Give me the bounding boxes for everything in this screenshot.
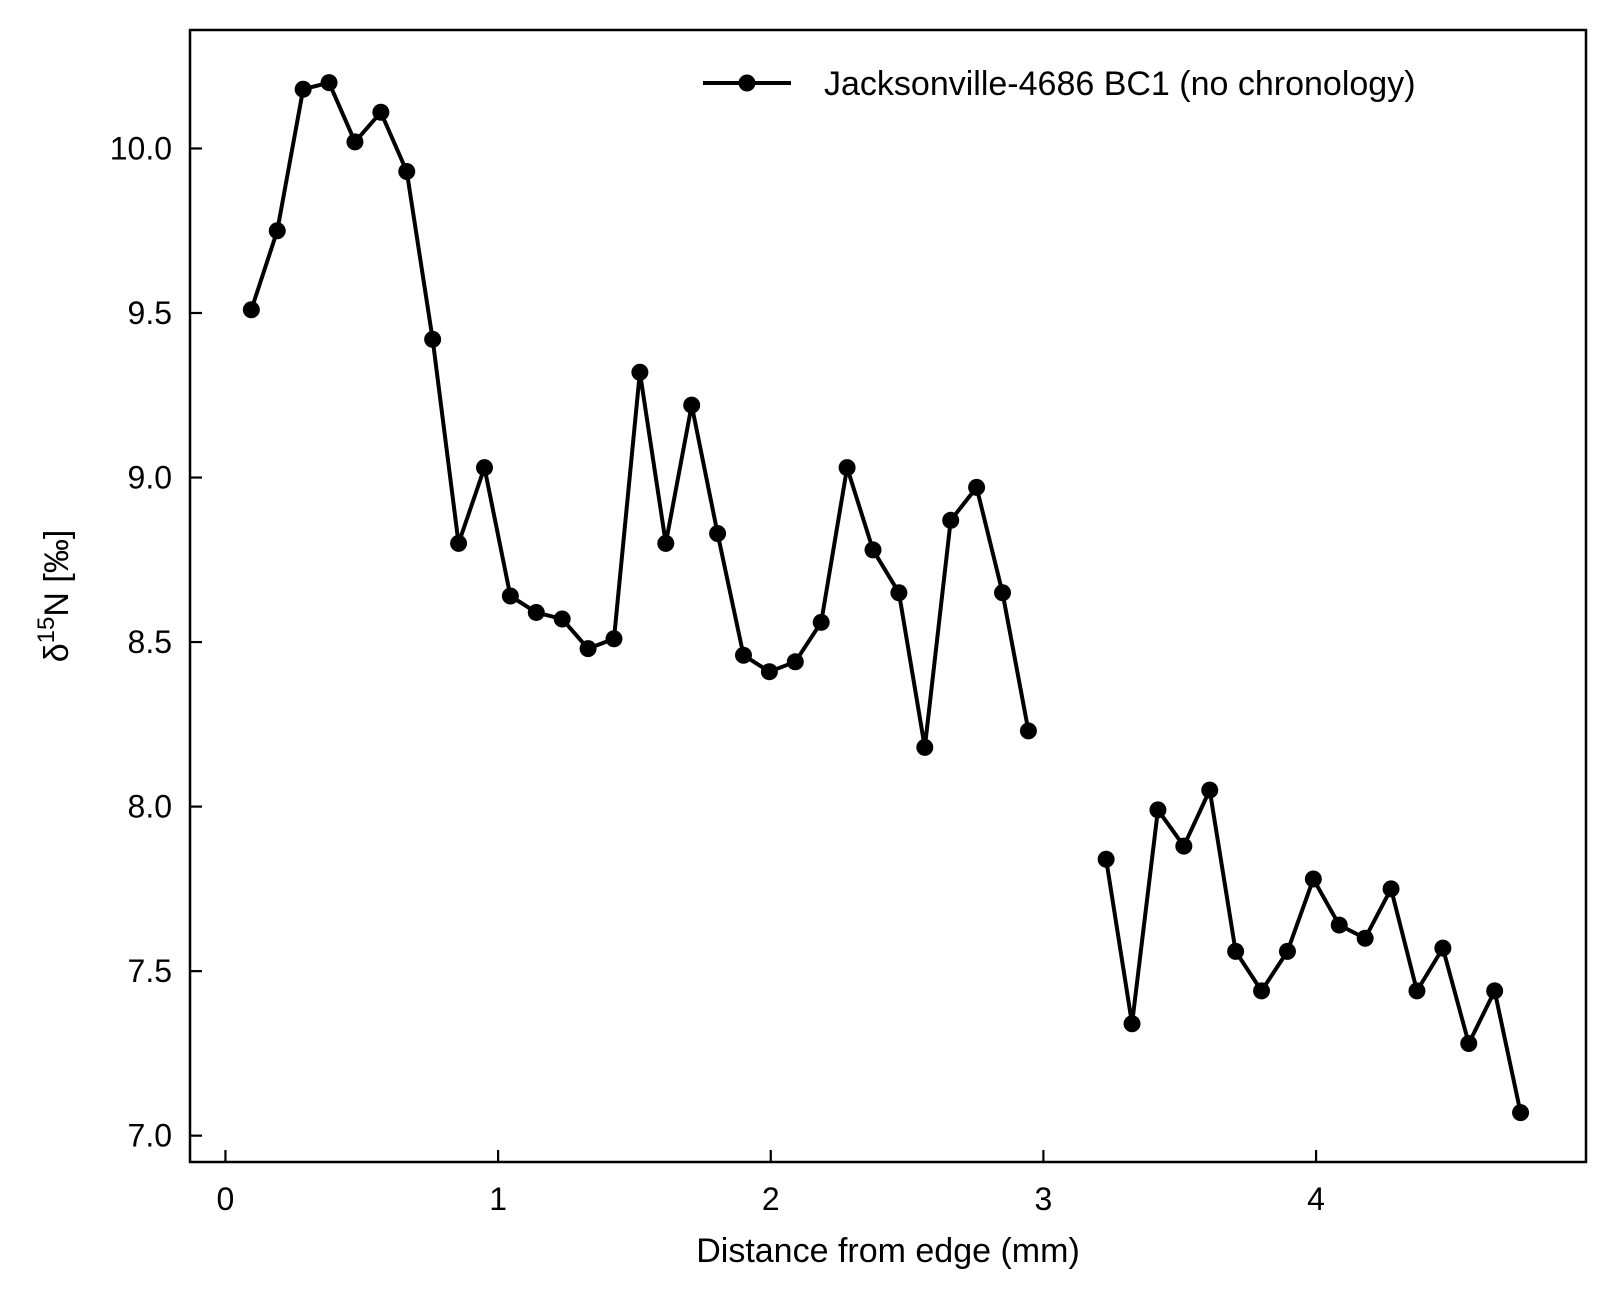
x-tick-label: 2 (762, 1181, 780, 1217)
data-point (579, 640, 597, 658)
data-point (1175, 837, 1193, 855)
data-point (657, 534, 675, 552)
data-point (812, 613, 830, 631)
data-point (786, 653, 804, 671)
data-point (683, 396, 701, 414)
data-point (760, 663, 778, 681)
data-point (1097, 850, 1115, 868)
data-point (475, 459, 493, 477)
data-point (1408, 982, 1426, 1000)
y-axis-title-superscript: 15 (33, 617, 60, 644)
data-point (1201, 781, 1219, 799)
legend: Jacksonville-4686 BC1 (no chronology) (703, 65, 1416, 103)
y-axis-title-prefix: δ (38, 643, 76, 662)
plot-area (242, 74, 1530, 1122)
x-axis-title: Distance from edge (mm) (696, 1232, 1080, 1270)
data-point (1356, 929, 1374, 947)
data-point (734, 646, 752, 664)
data-point (372, 103, 390, 121)
data-point (320, 74, 338, 92)
data-point (1304, 870, 1322, 888)
x-axis: 0 1 2 3 4 (217, 1150, 1325, 1217)
data-point (838, 459, 856, 477)
data-point (890, 584, 908, 602)
x-tick-label: 0 (217, 1181, 235, 1217)
y-tick-label: 7.0 (128, 1118, 172, 1154)
data-point (1227, 942, 1245, 960)
data-point (294, 80, 312, 98)
data-point (1382, 880, 1400, 898)
data-point (942, 511, 960, 529)
data-point (864, 541, 882, 559)
data-point (1278, 942, 1296, 960)
y-axis: 7.0 7.5 8.0 8.5 9.0 9.5 10.0 (110, 130, 202, 1154)
data-point (1019, 722, 1037, 740)
data-point (450, 534, 468, 552)
y-tick-label: 7.5 (128, 953, 172, 989)
data-point (994, 584, 1012, 602)
y-axis-title-suffix: N [‰] (38, 530, 76, 617)
y-tick-label: 9.0 (128, 460, 172, 496)
data-point (1253, 982, 1271, 1000)
data-point (527, 603, 545, 621)
data-point (242, 301, 260, 319)
legend-marker (738, 74, 756, 92)
data-point (346, 133, 364, 151)
data-point (916, 738, 934, 756)
y-axis-title: δ15N [‰] (33, 530, 76, 663)
data-point (1460, 1035, 1478, 1053)
data-point (631, 363, 649, 381)
data-point (1434, 939, 1452, 957)
data-point (1123, 1015, 1141, 1033)
data-point (424, 330, 442, 348)
data-point (1486, 982, 1504, 1000)
data-point (553, 610, 571, 628)
data-point (605, 630, 623, 648)
x-tick-label: 1 (489, 1181, 507, 1217)
y-tick-label: 10.0 (110, 130, 172, 166)
data-point (268, 222, 286, 240)
legend-label: Jacksonville-4686 BC1 (no chronology) (824, 65, 1416, 103)
data-point (1330, 916, 1348, 934)
y-tick-label: 8.5 (128, 624, 172, 660)
y-tick-label: 8.0 (128, 789, 172, 825)
series-group (242, 74, 1530, 1122)
data-point (709, 524, 727, 542)
y-tick-label: 9.5 (128, 295, 172, 331)
data-point (398, 163, 416, 180)
data-point (1149, 801, 1167, 819)
data-point (501, 587, 519, 605)
x-tick-label: 3 (1035, 1181, 1053, 1217)
axes-frame (188, 28, 1588, 1164)
data-point (968, 478, 986, 496)
x-tick-label: 4 (1307, 1181, 1325, 1217)
data-point (1512, 1104, 1530, 1122)
